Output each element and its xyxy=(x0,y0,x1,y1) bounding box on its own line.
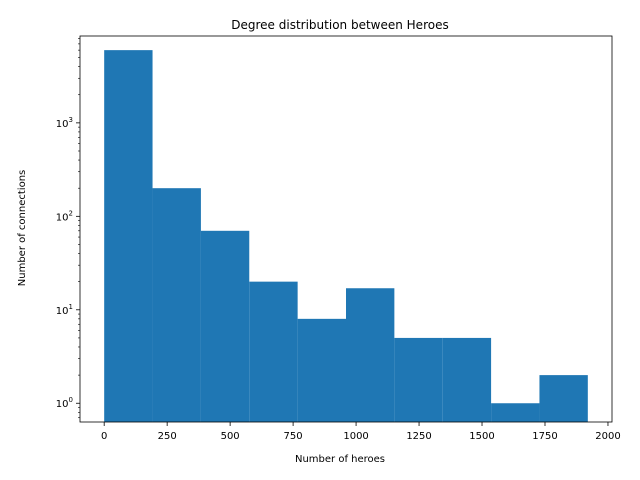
histogram-bar xyxy=(104,50,153,423)
chart-title: Degree distribution between Heroes xyxy=(231,18,448,32)
histogram-bar xyxy=(200,230,250,422)
histogram-bar xyxy=(491,403,540,422)
x-tick-label: 500 xyxy=(221,431,240,442)
x-tick-label: 1500 xyxy=(469,431,494,442)
histogram-bar xyxy=(442,337,492,422)
x-tick-label: 0 xyxy=(101,431,107,442)
x-axis-label: Number of heroes xyxy=(295,454,385,465)
y-tick-label: 103 xyxy=(56,116,73,130)
y-axis-label: Number of connections xyxy=(17,170,28,286)
histogram-bar xyxy=(152,188,201,422)
x-tick-label: 750 xyxy=(284,431,303,442)
x-tick-label: 1250 xyxy=(406,431,431,442)
histogram-bar xyxy=(249,281,298,422)
x-tick-label: 2000 xyxy=(595,431,620,442)
y-tick-label: 100 xyxy=(56,396,73,410)
x-tick-label: 1750 xyxy=(532,431,557,442)
y-tick-label: 101 xyxy=(56,303,73,317)
histogram-bar xyxy=(297,318,346,422)
y-tick-label: 102 xyxy=(56,209,73,223)
x-tick-label: 250 xyxy=(158,431,177,442)
histogram-bar xyxy=(346,288,395,422)
x-tick-label: 1000 xyxy=(343,431,368,442)
ticks-layer: 0 250 500 750 1000 1250 1500 1750 2000 100 101 102 1… xyxy=(56,38,621,442)
histogram-bar xyxy=(394,337,443,422)
bars-layer xyxy=(104,50,588,423)
histogram-bar xyxy=(539,375,588,422)
plot-frame xyxy=(79,35,613,423)
